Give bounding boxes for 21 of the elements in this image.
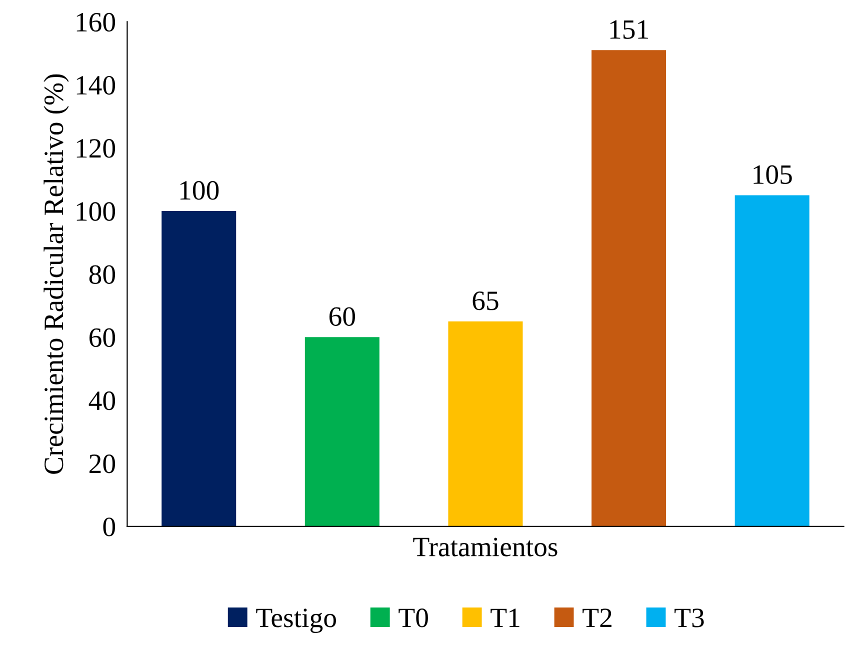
legend-label: T0 (398, 608, 428, 628)
y-tick-label: 80 (89, 265, 116, 284)
y-tick-label: 140 (76, 76, 116, 95)
legend-label: Testigo (256, 608, 336, 633)
x-axis-title: Tratamientos (413, 538, 558, 556)
legend-label: T3 (674, 608, 704, 628)
legend-label: T1 (490, 608, 520, 628)
y-tick-label: 60 (90, 328, 116, 348)
y-tick-label: 100 (76, 202, 116, 221)
y-tick-label: 20 (90, 454, 116, 474)
y-tick-label: 120 (76, 139, 116, 158)
data-label: 100 (180, 181, 219, 200)
y-tick-label: 0 (103, 518, 116, 536)
legend-label: T2 (582, 608, 612, 628)
data-label: 60 (329, 307, 355, 326)
y-tick-label: 160 (76, 12, 116, 32)
data-label: 105 (754, 165, 792, 184)
data-label: 65 (472, 292, 498, 310)
y-axis-title: Crecimiento Radicular Relativo (%) (44, 74, 69, 474)
data-label: 151 (610, 20, 648, 39)
y-tick-label: 40 (88, 391, 116, 410)
